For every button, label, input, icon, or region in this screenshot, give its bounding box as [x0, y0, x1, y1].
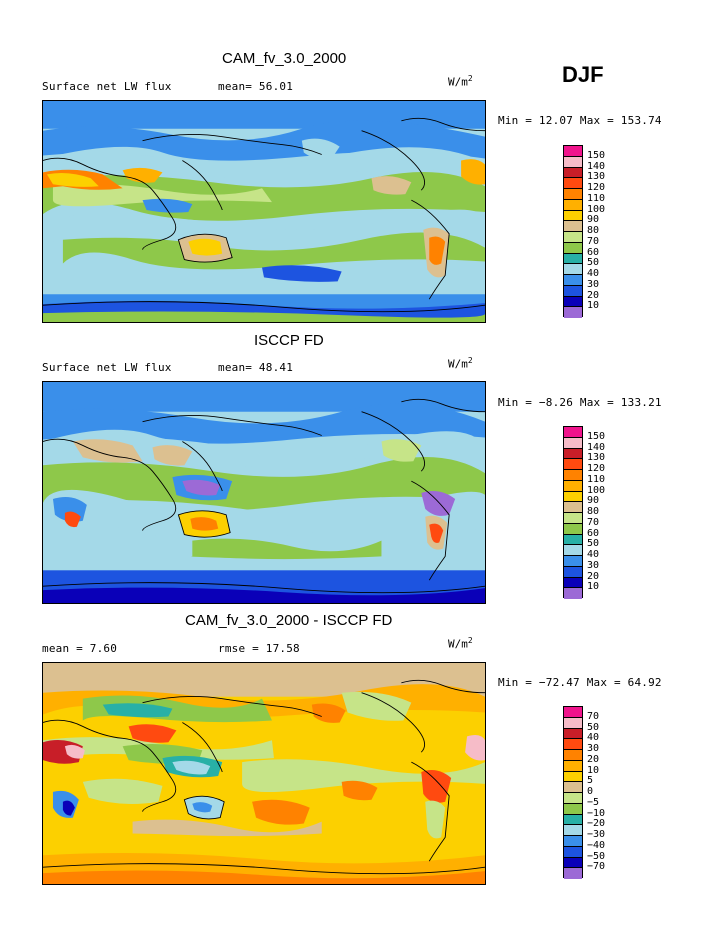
season-label: DJF [562, 62, 604, 87]
colorbar-label: 20 [587, 289, 600, 301]
panel1-units: W/m2 [448, 74, 473, 89]
panel1-minmax: Min = 12.07 Max = 153.74 [498, 114, 662, 127]
colorbar-label: 140 [587, 160, 606, 172]
colorbar-label: 50 [587, 538, 600, 550]
colorbar-label: 120 [587, 463, 606, 474]
colorbar-label: 80 [587, 225, 600, 236]
colorbar-label: −10 [587, 807, 606, 819]
panel3-colorbar [563, 706, 583, 879]
colorbar-label: 40 [587, 732, 600, 744]
panel3-rmse-label: rmse = 17.58 [218, 642, 300, 655]
panel2-variable-label: Surface net LW flux [42, 361, 172, 374]
colorbar-label: 5 [587, 775, 594, 787]
panel2-colorbar [563, 426, 583, 599]
panel3-units: W/m2 [448, 636, 473, 651]
panel2-minmax: Min = −8.26 Max = 133.21 [498, 396, 662, 409]
colorbar-label: 120 [587, 182, 606, 193]
panel3-title: CAM_fv_3.0_2000 - ISCCP FD [185, 612, 393, 629]
colorbar-label: 10 [587, 300, 600, 312]
colorbar-label: 30 [587, 278, 600, 290]
colorbar-label: 100 [587, 203, 606, 215]
colorbar-label: 110 [587, 473, 606, 485]
colorbar-label: 110 [587, 192, 606, 204]
panel1-map [42, 100, 486, 323]
colorbar-label: 90 [587, 495, 600, 507]
colorbar-label: 150 [587, 149, 606, 161]
colorbar-label: 50 [587, 257, 600, 269]
colorbar-label: 70 [587, 516, 600, 528]
colorbar-label: 20 [587, 570, 600, 582]
colorbar-label: 90 [587, 214, 600, 226]
colorbar-label: 60 [587, 527, 600, 539]
colorbar-label: 30 [587, 743, 600, 754]
panel1-title: CAM_fv_3.0_2000 [222, 50, 347, 67]
panel1-mean-label: mean= 56.01 [218, 80, 294, 93]
colorbar-label: 100 [587, 484, 606, 496]
colorbar-label: −5 [587, 796, 600, 808]
colorbar-label: 80 [587, 506, 600, 517]
colorbar-label: −50 [587, 850, 606, 862]
colorbar-label: −70 [587, 861, 606, 873]
colorbar-label: 50 [587, 721, 600, 733]
colorbar-label: 70 [587, 710, 600, 722]
colorbar-label: 40 [587, 549, 600, 560]
colorbar-label: 130 [587, 452, 606, 464]
colorbar-label: 20 [587, 753, 600, 765]
panel2-mean-label: mean= 48.41 [218, 361, 294, 374]
colorbar-label: 70 [587, 235, 600, 247]
panel1-variable-label: Surface net LW flux [42, 80, 172, 93]
colorbar-label: −20 [587, 818, 606, 830]
colorbar-label: 40 [587, 268, 600, 279]
panel1-colorbar [563, 145, 583, 318]
colorbar-label: 10 [587, 764, 600, 776]
panel2-map [42, 381, 486, 604]
colorbar-label: −30 [587, 829, 606, 840]
colorbar-label: 30 [587, 559, 600, 571]
panel2-title: ISCCP FD [254, 332, 324, 349]
panel3-minmax: Min = −72.47 Max = 64.92 [498, 676, 662, 689]
panel3-map [42, 662, 486, 885]
colorbar-label: 150 [587, 430, 606, 442]
colorbar-label: −40 [587, 839, 606, 851]
colorbar-label: 140 [587, 441, 606, 453]
colorbar-label: 130 [587, 171, 606, 183]
colorbar-label: 60 [587, 246, 600, 258]
colorbar-label: 10 [587, 581, 600, 593]
panel2-units: W/m2 [448, 356, 473, 371]
panel3-mean-label: mean = 7.60 [42, 642, 118, 655]
colorbar-label: 0 [587, 786, 594, 797]
